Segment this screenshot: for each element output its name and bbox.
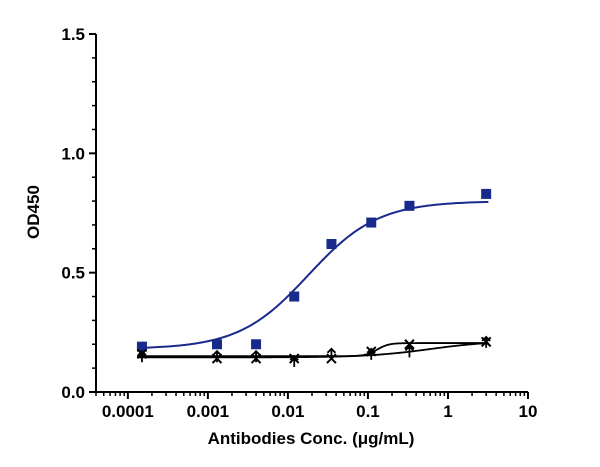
x-tick-label: 0.0001 — [102, 402, 154, 421]
data-point-series-1 — [481, 188, 492, 199]
data-point-series-2 — [404, 339, 415, 350]
y-tick-label: 1.0 — [61, 144, 85, 163]
data-point-series-3 — [137, 349, 147, 363]
data-point-series-1 — [136, 341, 147, 352]
data-point-series-1 — [366, 217, 377, 228]
fit-curves — [136, 200, 489, 359]
fit-curve-series-3 — [136, 342, 489, 359]
data-point-series-1 — [251, 339, 262, 350]
data-point-series-3 — [404, 345, 415, 358]
data-point-series-3 — [251, 349, 261, 363]
x-tick-label: 0.1 — [356, 402, 380, 421]
data-point-series-3 — [481, 335, 491, 348]
x-axis-title: Antibodies Conc. (μg/mL) — [208, 429, 415, 448]
data-point-series-3 — [212, 349, 222, 363]
data-point-series-1 — [211, 339, 222, 350]
x-tick-label: 10 — [519, 402, 538, 421]
data-point-series-1 — [289, 291, 300, 302]
data-point-series-3 — [326, 347, 337, 360]
y-tick-label: 0.0 — [61, 383, 85, 402]
data-point-series-1 — [404, 200, 415, 211]
data-point-series-3 — [366, 347, 376, 360]
axes — [95, 34, 528, 393]
x-tick-label: 1 — [443, 402, 452, 421]
fit-curve-series-1 — [136, 200, 489, 349]
y-axis-title: OD450 — [24, 185, 43, 239]
data-points — [136, 188, 492, 367]
y-axis-ticks: 0.0 0.5 1.0 1.5 — [61, 25, 96, 402]
x-tick-label: 0.01 — [271, 402, 304, 421]
data-point-series-1 — [326, 239, 337, 250]
y-tick-label: 0.5 — [61, 264, 85, 283]
x-axis-ticks: 0.0001 0.001 0.01 0.1 1 10 — [95, 392, 538, 421]
y-tick-label: 1.5 — [61, 25, 85, 44]
x-tick-label: 0.001 — [187, 402, 230, 421]
data-point-series-3 — [289, 354, 299, 367]
